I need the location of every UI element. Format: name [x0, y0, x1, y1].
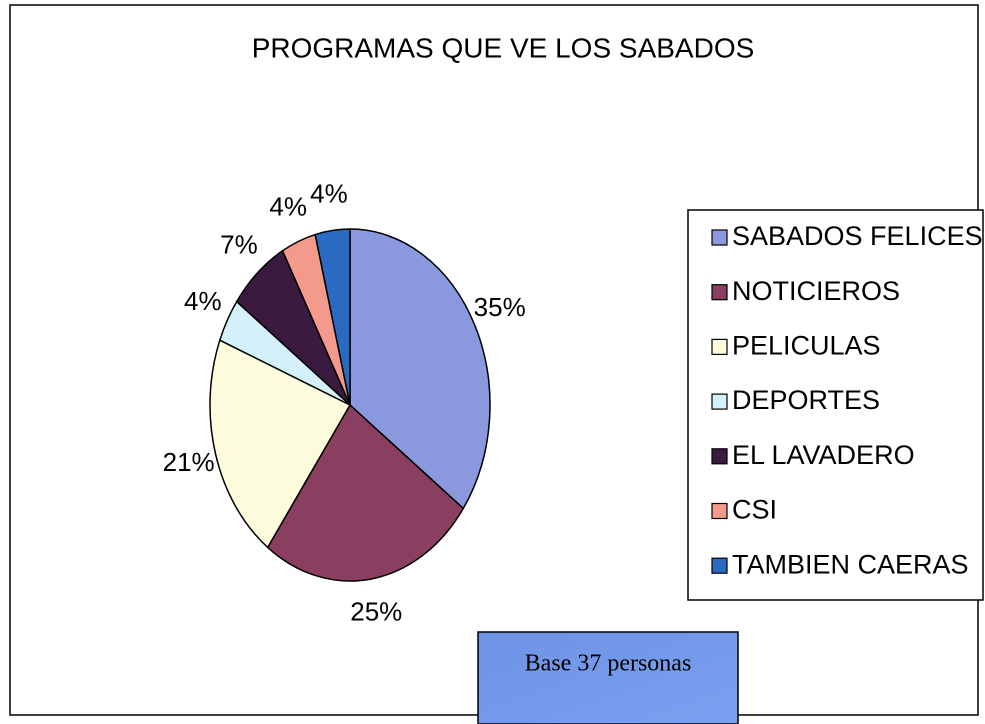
- legend-label: PELICULAS: [732, 331, 881, 361]
- data-label: 21%: [163, 447, 215, 477]
- legend-swatch: [711, 393, 728, 410]
- data-label: 25%: [350, 596, 402, 626]
- legend-swatch: [711, 284, 728, 301]
- data-label: 4%: [269, 192, 307, 222]
- chart-title: PROGRAMAS QUE VE LOS SABADOS: [252, 32, 755, 63]
- data-label: 4%: [184, 286, 222, 316]
- data-label: 7%: [220, 229, 258, 259]
- legend-label: SABADOS FELICES: [732, 221, 983, 251]
- legend-swatch: [711, 338, 728, 355]
- annotation: Base 37 personas: [525, 651, 692, 677]
- legend-label: CSI: [732, 495, 777, 525]
- pie-slice: [266, 403, 465, 582]
- legend-swatch: [711, 448, 728, 465]
- pie-slice: [349, 228, 491, 510]
- data-label: 4%: [310, 178, 348, 208]
- legend-label: TAMBIEN CAERAS: [732, 549, 969, 579]
- legend-box: [687, 209, 984, 601]
- legend-swatch: [711, 502, 728, 520]
- legend-label: EL LAVADERO: [732, 440, 915, 470]
- annotation-box: [477, 631, 739, 724]
- pie-slice: [314, 228, 351, 406]
- legend-label: NOTICIEROS: [732, 276, 900, 306]
- data-label: 35%: [474, 292, 526, 322]
- pie-slice: [209, 339, 352, 549]
- legend-label: DEPORTES: [732, 385, 880, 415]
- legend-swatch: [711, 229, 728, 246]
- legend-swatch: [711, 557, 728, 574]
